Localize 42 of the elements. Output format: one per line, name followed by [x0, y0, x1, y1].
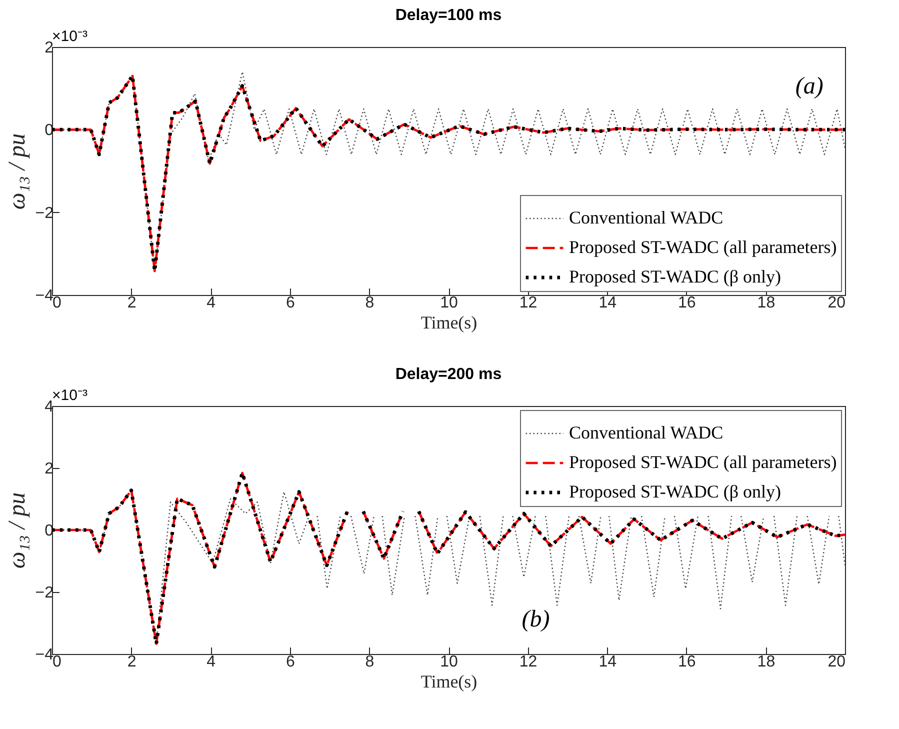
- legend-label: Conventional WADC: [569, 208, 724, 228]
- annotation: (a): [795, 74, 824, 100]
- y-axis-title: ω₁₃ / pu: [4, 133, 30, 210]
- x-tick-label: 6: [286, 654, 295, 670]
- chart-title: Delay=200 ms: [395, 366, 502, 383]
- y-tick-label: −4: [35, 288, 54, 304]
- x-tick-label: 4: [206, 654, 216, 670]
- y-tick-label: 2: [44, 40, 54, 56]
- y-tick-label: 4: [44, 398, 54, 416]
- x-tick-label: 8: [365, 654, 374, 670]
- x-tick-label: 20: [828, 654, 846, 670]
- x-tick-label: 10: [440, 654, 458, 670]
- x-tick-label: 12: [519, 294, 538, 312]
- legend-label: Proposed ST-WADC (β only): [569, 266, 781, 286]
- x-tick-label: 16: [678, 294, 696, 312]
- x-tick-label: 2: [127, 654, 136, 670]
- text: ×10⁻³: [52, 387, 88, 404]
- annotation: (b): [522, 606, 550, 632]
- text: ×10⁻³: [52, 28, 88, 45]
- x-tick-label: 18: [757, 654, 776, 670]
- x-tick-label: 14: [598, 654, 617, 670]
- x-tick-label: 6: [286, 294, 295, 312]
- y-tick-label: −4: [35, 646, 54, 664]
- legend-label: Proposed ST-WADC (all parameters): [569, 237, 837, 257]
- x-tick-label: 14: [598, 294, 617, 312]
- chart-title: Delay=100 ms: [395, 7, 502, 24]
- x-tick-label: 12: [519, 654, 538, 670]
- legend-label: Proposed ST-WADC (all parameters): [569, 452, 837, 472]
- x-tick-label: 16: [678, 654, 696, 670]
- x-tick-label: 10: [440, 294, 458, 312]
- x-axis-title: Time(s): [420, 672, 478, 692]
- y-tick-label: −2: [35, 204, 54, 222]
- y-axis-title: ω₁₃ / pu: [4, 492, 30, 569]
- y-tick-label: −2: [35, 584, 54, 602]
- legend-label: Conventional WADC: [569, 422, 724, 442]
- x-tick-label: 18: [757, 294, 776, 312]
- x-tick-label: 4: [206, 294, 216, 312]
- x-tick-label: 20: [828, 294, 846, 312]
- legend-label: Proposed ST-WADC (β only): [569, 482, 781, 502]
- x-axis-title: Time(s): [420, 312, 478, 332]
- x-tick-label: 2: [127, 294, 136, 312]
- x-tick-label: 8: [365, 294, 374, 312]
